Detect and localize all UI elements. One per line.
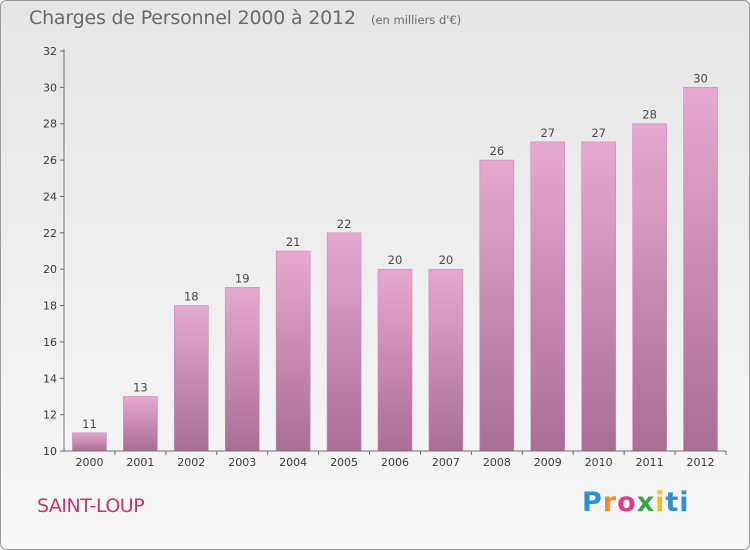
- x-tick-label: 2010: [585, 456, 613, 469]
- x-tick-label: 2007: [432, 456, 460, 469]
- logo-letter: ti: [665, 487, 690, 518]
- y-tick-label: 18: [43, 300, 57, 313]
- y-tick-label: 26: [43, 154, 57, 167]
- y-tick-label: 20: [43, 263, 57, 276]
- x-tick-label: 2004: [279, 456, 307, 469]
- y-tick-label: 24: [43, 190, 57, 203]
- y-tick-label: 28: [43, 118, 57, 131]
- data-label: 28: [642, 108, 657, 122]
- bars-layer: 11 13 18 19 21 22 20 20 26 27 27 28 30: [72, 71, 718, 452]
- bar-2012: [683, 87, 718, 452]
- data-label: 13: [133, 380, 148, 394]
- bar-2000: [72, 432, 107, 452]
- x-tick-label: 2000: [75, 456, 103, 469]
- proxiti-logo: Proxiti: [582, 487, 690, 518]
- bar-2009: [530, 141, 566, 452]
- bar-2007: [428, 268, 464, 452]
- data-label: 20: [388, 253, 403, 267]
- y-tick-label: 10: [43, 445, 57, 458]
- bar-2006: [377, 268, 413, 452]
- x-tick-label: 2009: [534, 456, 562, 469]
- y-tick-label: 16: [43, 336, 57, 349]
- axes-layer: 2000 2001 2002 2003 2004 2005 2006 2007 2008 2009…: [43, 45, 727, 469]
- bar-2008: [479, 159, 515, 452]
- bar-2002: [174, 305, 209, 452]
- logo-letter: i: [655, 487, 666, 518]
- data-label: 19: [235, 271, 250, 285]
- x-tick-label: 2003: [228, 456, 256, 469]
- x-tick-label: 2006: [381, 456, 409, 469]
- data-label: 20: [439, 253, 454, 267]
- data-label: 30: [693, 71, 708, 85]
- logo-letter: x: [636, 487, 656, 518]
- y-tick-label: 12: [43, 409, 57, 422]
- x-tick-label: 2005: [330, 456, 358, 469]
- logo-letter: o: [617, 487, 637, 518]
- y-tick-label: 32: [43, 45, 57, 58]
- location-name: SAINT-LOUP: [37, 495, 145, 517]
- y-tick-label: 22: [43, 227, 57, 240]
- logo-letter: P: [582, 487, 603, 518]
- chart-title: Charges de Personnel 2000 à 2012: [29, 7, 356, 29]
- x-tick-label: 2012: [687, 456, 715, 469]
- data-label: 21: [286, 235, 301, 249]
- x-tick-label: 2011: [636, 456, 664, 469]
- data-label: 27: [540, 126, 555, 140]
- bar-2001: [123, 396, 158, 452]
- data-label: 27: [591, 126, 606, 140]
- logo-letter: r: [602, 487, 618, 518]
- chart-subtitle: (en milliers d'€): [371, 13, 462, 27]
- bar-2010: [581, 141, 616, 452]
- x-tick-label: 2002: [177, 456, 205, 469]
- x-tick-label: 2008: [483, 456, 511, 469]
- data-label: 22: [337, 217, 352, 231]
- bar-2011: [632, 123, 667, 452]
- x-tick-label: 2001: [126, 456, 154, 469]
- data-label: 11: [82, 417, 97, 431]
- data-label: 18: [184, 290, 199, 304]
- data-label: 26: [490, 144, 505, 158]
- bar-2005: [326, 232, 362, 452]
- y-tick-label: 30: [43, 81, 57, 94]
- bar-2003: [224, 287, 260, 452]
- bar-2004: [275, 250, 311, 452]
- y-tick-label: 14: [43, 372, 57, 385]
